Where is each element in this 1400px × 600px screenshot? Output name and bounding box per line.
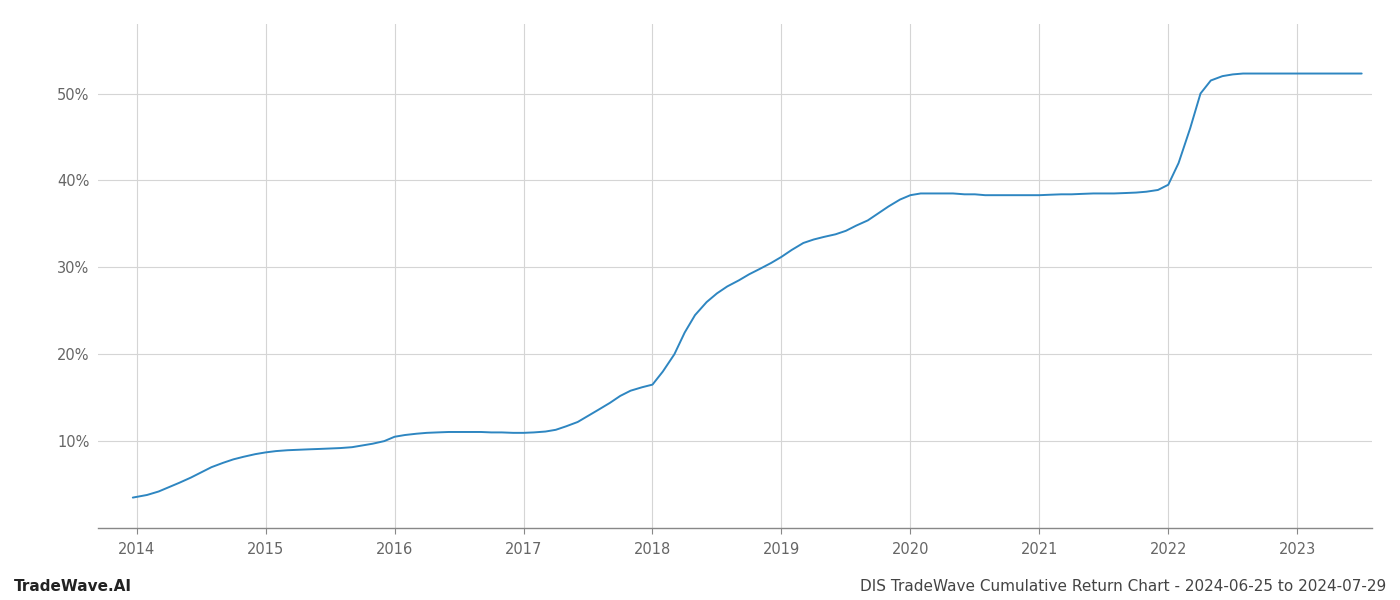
Text: DIS TradeWave Cumulative Return Chart - 2024-06-25 to 2024-07-29: DIS TradeWave Cumulative Return Chart - … [860,579,1386,594]
Text: TradeWave.AI: TradeWave.AI [14,579,132,594]
